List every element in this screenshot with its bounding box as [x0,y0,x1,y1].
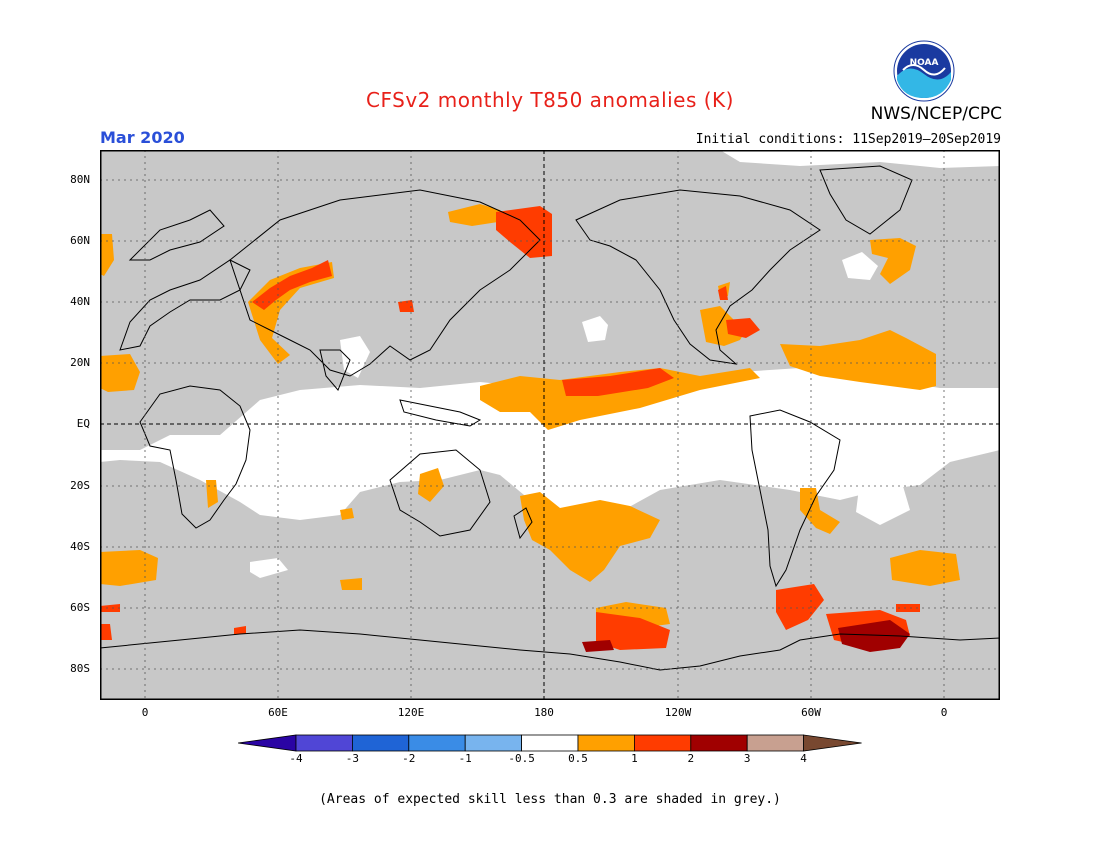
chart-title: CFSv2 monthly T850 anomalies (K) [366,88,734,112]
colorbar-label: 0.5 [568,752,588,765]
lon-label: 60W [801,706,821,719]
colorbar-label: -2 [402,752,416,765]
lon-label: 120W [664,706,692,719]
map-frame [100,150,1000,700]
lat-label: 40S [70,540,90,553]
lon-label: 60E [268,706,288,719]
colorbar-cell [464,734,522,752]
skill-note: (Areas of expected skill less than 0.3 a… [319,792,781,807]
logo-text: NOAA [910,58,939,68]
colorbar-label: 3 [743,752,751,765]
lat-label: 60N [70,234,90,247]
colorbar-cell [295,734,353,752]
colorbar [238,734,862,752]
lon-label: 0 [940,706,948,719]
colorbar-cell [408,734,466,752]
colorbar-label: 1 [631,752,638,765]
lat-label: 80N [70,173,90,186]
colorbar-label: -1 [458,752,472,765]
colorbar-label: -3 [345,752,360,765]
tropical-white-band [100,368,1000,520]
colorbar-label: -4 [289,752,303,765]
colorbar-arrow-low [238,734,297,752]
colorbar-arrow-high [803,734,862,752]
colorbar-cell [690,734,748,752]
white-patch-north-atlantic [842,252,878,280]
lat-label: 60S [70,601,90,614]
white-patch-north-pacific [582,316,608,342]
lat-label: 80S [70,662,90,675]
lat-label: EQ [76,417,90,430]
orange-anomalies [100,204,960,628]
lon-label: 120E [397,706,425,719]
colorbar-label: 2 [687,752,695,765]
colorbar-label: -0.5 [508,752,535,765]
anomaly-map [100,150,1000,700]
white-patch-atlantic-south [856,476,910,525]
agency-label: NWS/NCEP/CPC [870,104,1002,124]
lat-label: 20N [70,356,90,369]
lat-label: 20S [70,479,90,492]
lon-label: 180 [534,706,554,719]
lon-label: 0 [141,706,149,719]
colorbar-cell [352,734,410,752]
darkred-anomalies [582,620,910,652]
equator-dateline [100,150,1000,700]
white-patch-south-indian [250,558,288,578]
coastlines [100,165,1000,671]
colorbar-cell [521,734,579,752]
gridlines [100,150,1000,700]
noaa-logo-icon: NOAA [893,40,955,102]
forecast-month: Mar 2020 [100,128,185,147]
colorbar-cell [577,734,635,752]
initial-conditions: Initial conditions: 11Sep2019—20Sep2019 [695,132,1001,147]
white-patch-arctic [720,150,1000,168]
colorbar-cell [633,734,692,752]
colorbar-label: 4 [800,752,807,765]
colorbar-cell [746,734,805,752]
lat-label: 40N [70,295,90,308]
